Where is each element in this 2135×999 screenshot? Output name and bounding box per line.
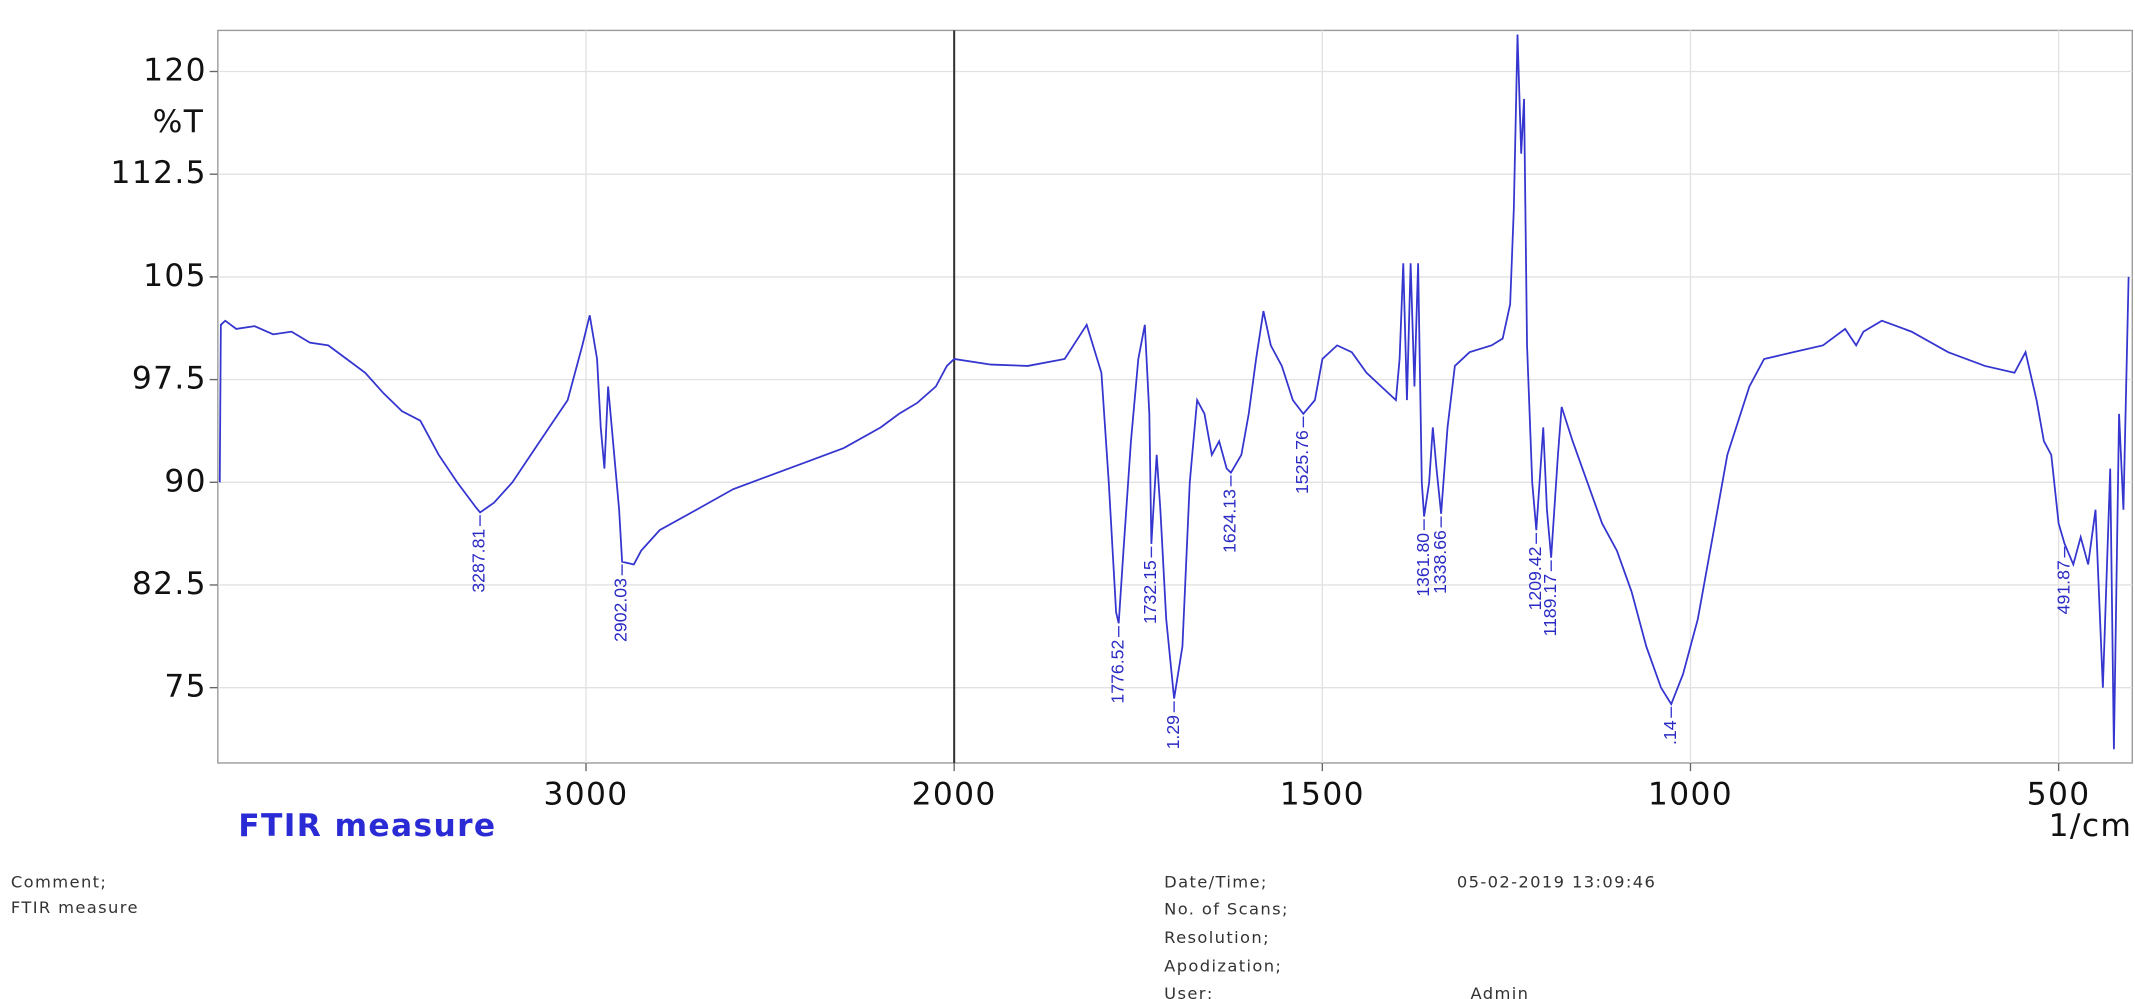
date: 05-02-2019 13:09:46: [1457, 872, 1656, 891]
plot-area: [217, 29, 2133, 764]
x-tick-label: 3000: [543, 777, 628, 813]
spectrum-line: [218, 34, 2130, 750]
peak-label: 1361.80: [1413, 533, 1433, 597]
comment: FTIR measure: [11, 898, 139, 917]
apodization-label: Apodization;: [1164, 957, 1282, 976]
x-tick-label: 500: [2027, 777, 2091, 813]
y-tick-label: 90: [164, 463, 207, 499]
date-label: Date/Time;: [1164, 872, 1268, 891]
chart-title: FTIR measure: [238, 808, 496, 844]
user-label: User;: [1164, 984, 1214, 999]
y-tick-label: 82.5: [132, 566, 207, 602]
peak-label: 1624.13: [1220, 489, 1240, 553]
x-tick-label: 2000: [912, 777, 997, 813]
peak-label: 1338.66: [1430, 530, 1450, 594]
peak-label: 1189.17: [1540, 574, 1560, 637]
y-tick-label: 75: [164, 669, 207, 705]
peak-label: 3287.81: [469, 529, 489, 593]
peak-label: 2902.03: [611, 578, 631, 642]
peak-label: 1209.42: [1525, 547, 1545, 611]
scans-label: No. of Scans;: [1164, 900, 1289, 919]
y-tick-label: 120: [143, 53, 207, 89]
x-tick-label: 1000: [1648, 777, 1733, 813]
peak-label: 1776.52: [1107, 640, 1127, 704]
peak-label: 1732.15: [1140, 560, 1160, 624]
x-tick-label: 1500: [1280, 777, 1365, 813]
peak-label: 491.87: [2053, 560, 2073, 614]
y-tick-label: 105: [143, 258, 207, 294]
comment-label: Comment;: [11, 872, 107, 891]
y-tick-label: 112.5: [111, 155, 207, 191]
peak-label: 1525.76: [1292, 430, 1312, 494]
y-tick-label: 97.5: [132, 361, 207, 397]
x-axis-label: 1/cm: [2049, 808, 2133, 844]
peak-label: 1.29: [1163, 715, 1183, 749]
resolution-label: Resolution;: [1164, 928, 1270, 947]
user: Admin: [1471, 984, 1530, 999]
peak-label: .14: [1660, 720, 1680, 745]
y-axis-label: %T: [153, 104, 205, 140]
